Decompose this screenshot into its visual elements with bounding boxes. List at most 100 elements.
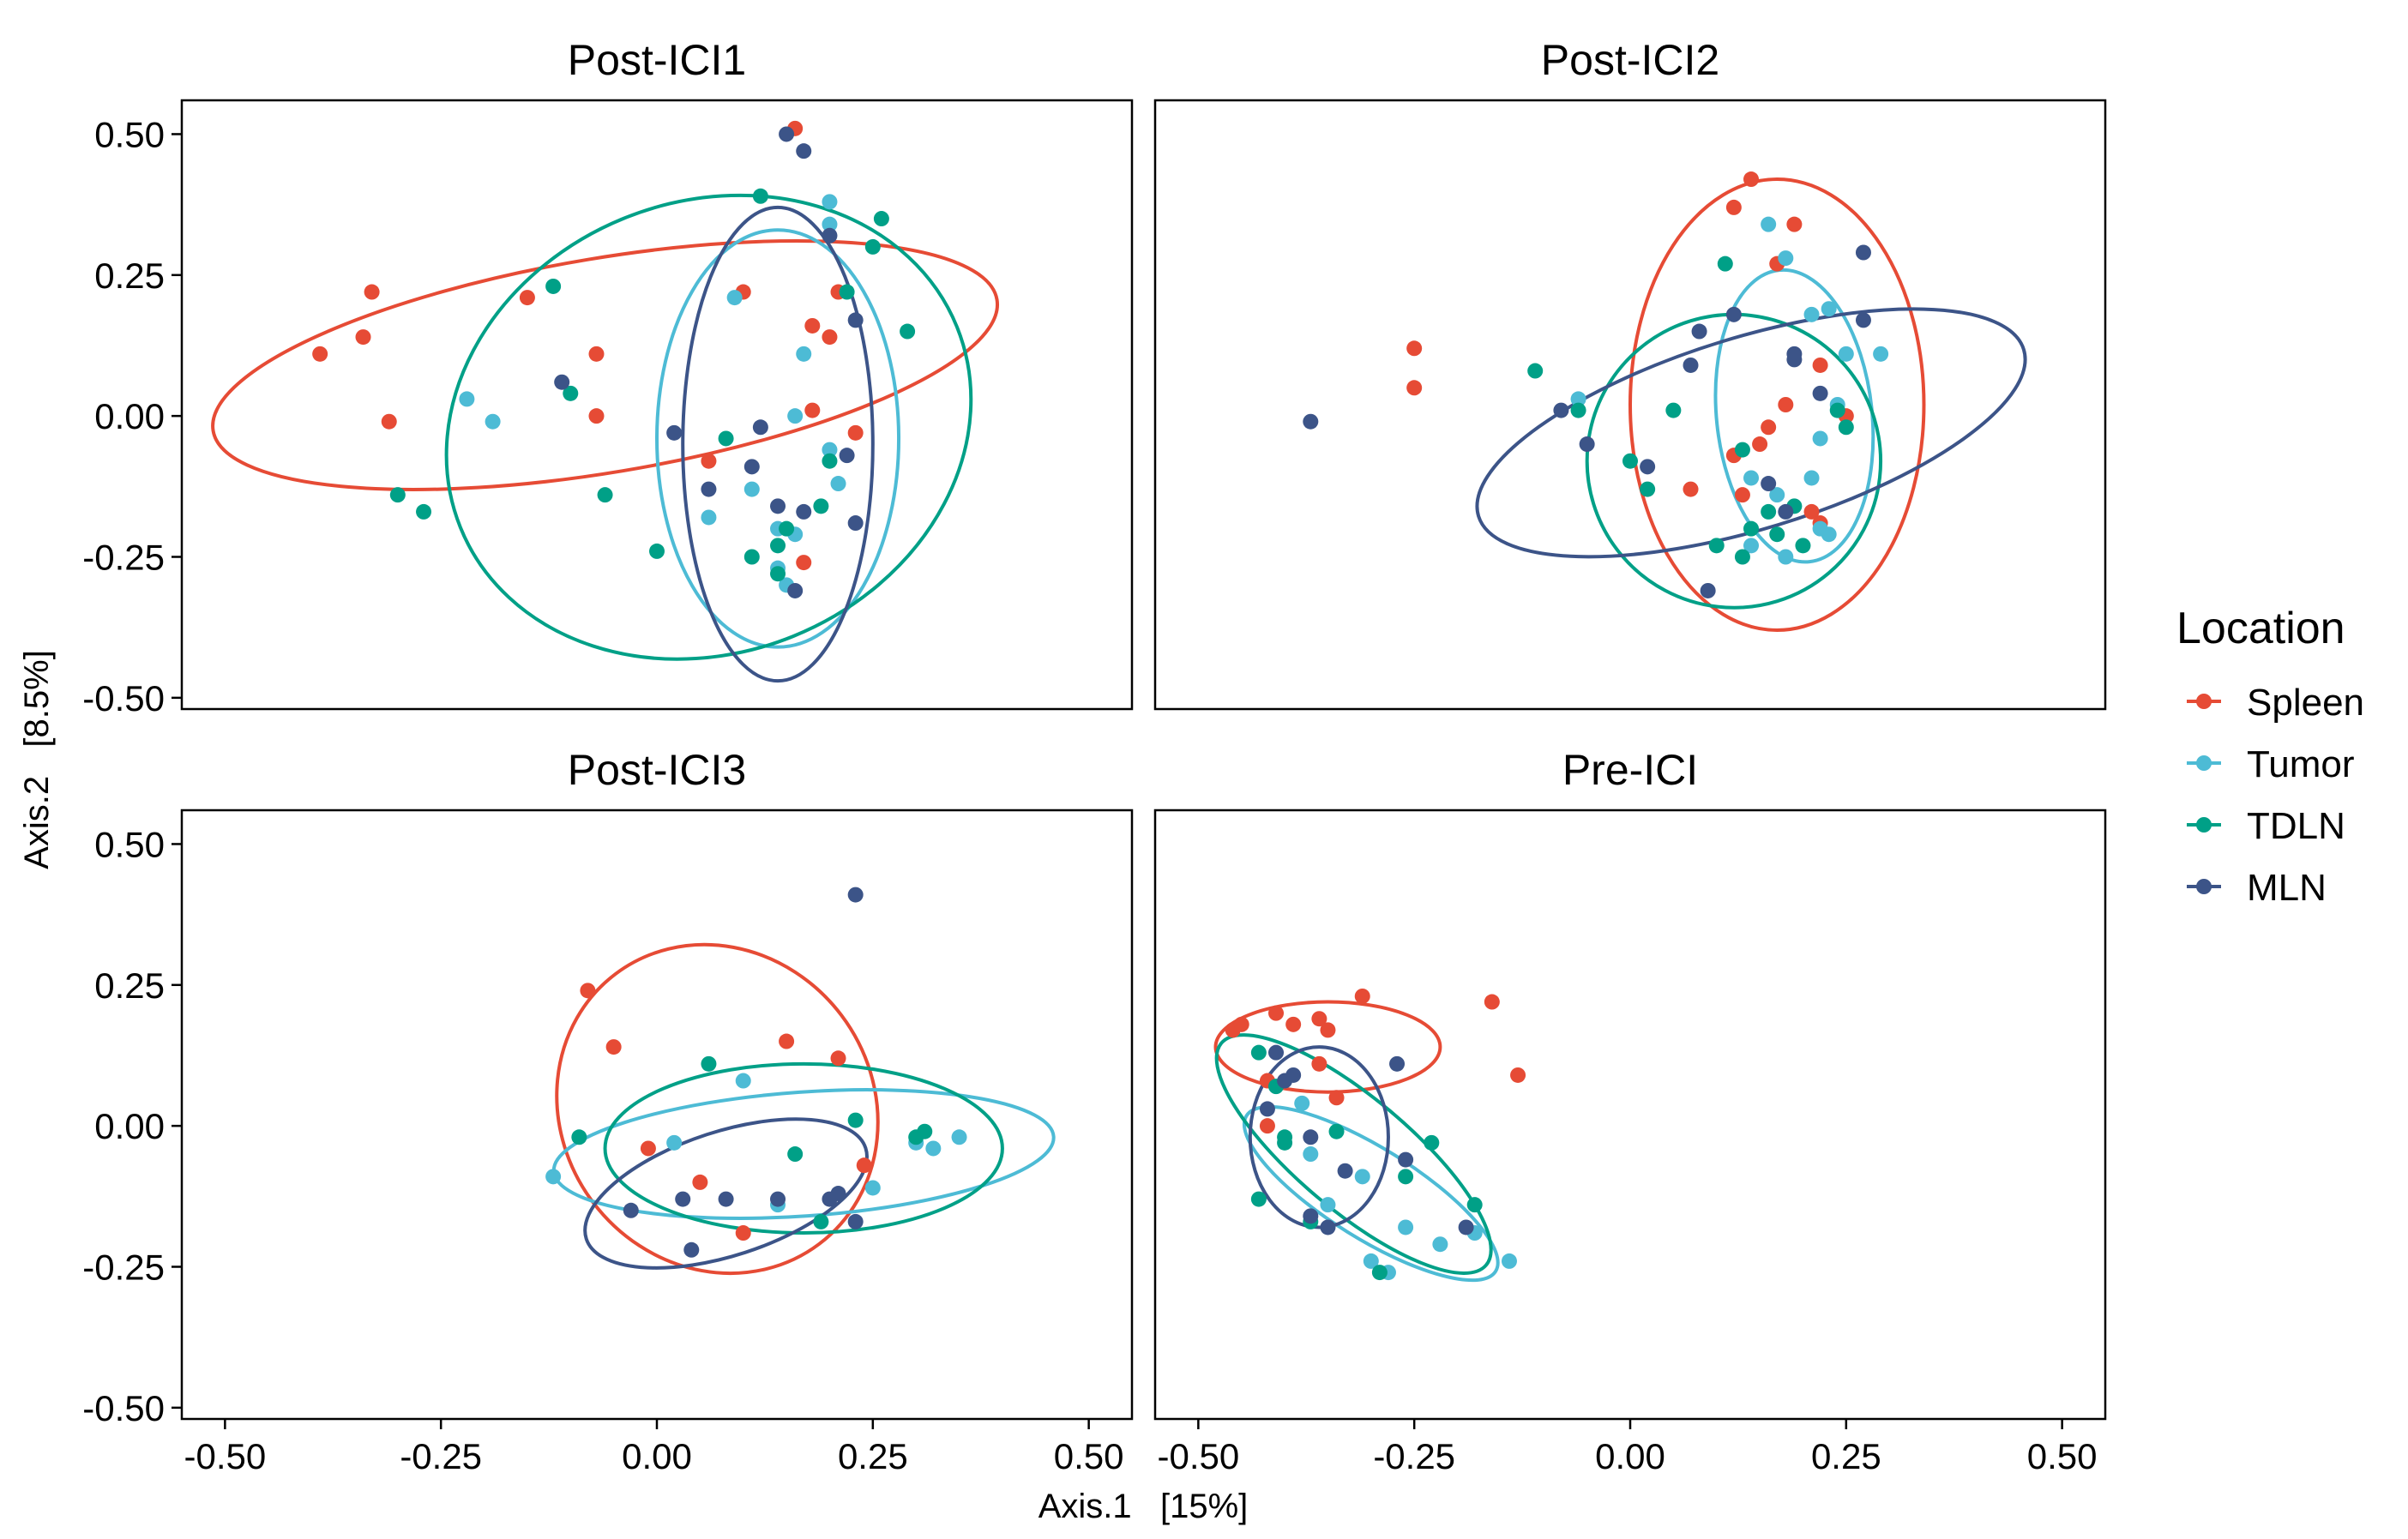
x-tick-label: -0.50: [1157, 1436, 1239, 1476]
point-tdln: [1398, 1169, 1414, 1185]
x-axis-label: Axis.1 [15%]: [1038, 1488, 1249, 1525]
point-tdln: [917, 1123, 933, 1139]
point-tdln: [1277, 1134, 1293, 1151]
point-spleen: [1320, 1022, 1336, 1038]
point-tumor: [459, 391, 475, 407]
point-mln: [796, 143, 812, 159]
panel-pre-ici: Pre-ICI: [1153, 746, 2107, 1421]
point-tumor: [951, 1129, 967, 1145]
ellipse-mln: [1248, 1045, 1390, 1229]
point-spleen: [856, 1157, 872, 1174]
point-tdln: [847, 1112, 864, 1128]
point-mln: [1337, 1163, 1353, 1179]
point-spleen: [1761, 419, 1777, 436]
point-tumor: [1501, 1253, 1517, 1269]
point-mln: [787, 582, 804, 598]
point-tumor: [1354, 1169, 1370, 1185]
point-mln: [770, 498, 786, 514]
point-tdln: [649, 543, 665, 559]
point-tdln: [571, 1129, 587, 1145]
ellipse-tumor: [655, 228, 901, 649]
point-spleen: [1311, 1011, 1327, 1027]
legend: Location Spleen Tumor TDLN MLN: [2176, 604, 2364, 909]
legend-key-point: [2196, 694, 2212, 709]
point-tdln: [743, 549, 760, 565]
point-tdln: [1527, 363, 1544, 379]
point-tumor: [796, 346, 812, 362]
y-tick-label: 0.50: [94, 114, 165, 154]
panel-post-ici1: Post-ICI1: [180, 36, 1134, 711]
point-mln: [1640, 459, 1656, 475]
point-tdln: [1838, 419, 1854, 436]
y-tick-label: 0.25: [94, 965, 165, 1006]
point-tumor: [864, 1180, 881, 1196]
point-mln: [1268, 1044, 1285, 1061]
legend-key-point: [2196, 879, 2212, 894]
point-tumor: [701, 509, 717, 526]
ellipse-spleen: [1628, 177, 1926, 632]
ellipse-mln: [681, 205, 875, 683]
point-spleen: [1812, 357, 1828, 373]
point-tdln: [1829, 402, 1845, 418]
point-spleen: [735, 1225, 751, 1241]
point-mln: [847, 1213, 864, 1229]
point-mln: [1725, 306, 1742, 322]
point-tdln: [900, 323, 916, 340]
panel-title: Post-ICI2: [1541, 36, 1719, 84]
point-spleen: [1406, 380, 1423, 396]
point-mln: [1303, 1129, 1319, 1145]
x-tick-label: 0.00: [1595, 1436, 1665, 1476]
point-spleen: [519, 290, 535, 306]
point-mln: [1786, 352, 1803, 368]
point-spleen: [830, 1050, 846, 1067]
point-mln: [1855, 244, 1871, 261]
ellipse-tdln: [1585, 312, 1883, 610]
point-mln: [847, 312, 864, 328]
point-spleen: [381, 413, 397, 430]
point-tumor: [1363, 1253, 1379, 1269]
point-spleen: [1354, 988, 1370, 1004]
point-spleen: [692, 1174, 708, 1190]
x-tick-label: 0.50: [1054, 1436, 1124, 1476]
legend-label-tumor: Tumor: [2247, 743, 2355, 785]
point-spleen: [588, 408, 605, 424]
point-tdln: [1622, 453, 1638, 469]
point-tdln: [770, 538, 786, 554]
point-spleen: [605, 1039, 622, 1055]
point-tumor: [1873, 346, 1889, 362]
panel-frame: [1153, 809, 2107, 1421]
point-mln: [1691, 323, 1707, 340]
ellipse-tdln: [444, 193, 973, 661]
point-tumor: [485, 413, 501, 430]
point-tdln: [813, 498, 829, 514]
point-tdln: [1424, 1134, 1440, 1151]
point-tumor: [1320, 1197, 1336, 1213]
point-mln: [1683, 357, 1699, 373]
point-tumor: [726, 290, 743, 306]
point-tdln: [563, 385, 579, 401]
point-tumor: [1778, 549, 1794, 565]
x-tick-label: 0.25: [1811, 1436, 1881, 1476]
point-tumor: [1570, 391, 1586, 407]
point-mln: [666, 424, 683, 441]
point-spleen: [1484, 994, 1500, 1010]
point-tdln: [1769, 526, 1785, 543]
point-mln: [1761, 476, 1777, 492]
point-tumor: [545, 1169, 562, 1185]
legend-label-tdln: TDLN: [2247, 805, 2345, 847]
y-tick-label: -0.25: [82, 538, 165, 578]
ellipse-mln: [1475, 307, 2027, 559]
point-tdln: [1795, 538, 1811, 554]
legend-title: Location: [2176, 604, 2345, 653]
point-tdln: [389, 487, 406, 503]
legend-items: Spleen Tumor TDLN MLN: [2187, 682, 2364, 909]
panel-post-ici3: Post-ICI3: [180, 746, 1134, 1421]
point-mln: [839, 448, 855, 464]
point-mln: [752, 419, 768, 436]
point-tdln: [787, 1146, 804, 1163]
point-tumor: [1838, 346, 1854, 362]
point-tumor: [1812, 430, 1828, 447]
point-mln: [1320, 1219, 1336, 1235]
point-tumor: [830, 476, 846, 492]
